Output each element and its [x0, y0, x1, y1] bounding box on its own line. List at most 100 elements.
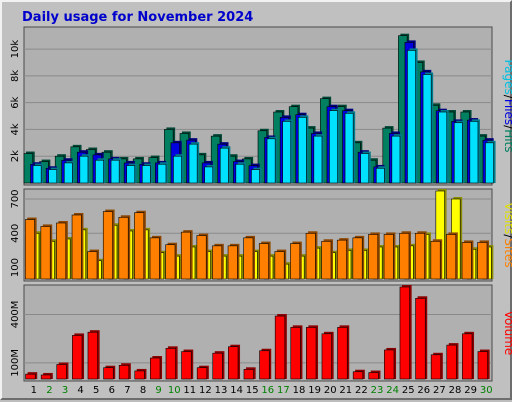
bar-volume-day-25-face [399, 286, 410, 380]
panel-visits-sites: 100 400 700 Visits/Sites [10, 188, 512, 282]
bar-pages-day-20 [329, 108, 340, 184]
bar-pages-day-15-face [251, 169, 260, 184]
bar-volume-day-14 [228, 344, 241, 380]
bar-sites-day-2 [40, 224, 53, 280]
bar-sites-day-18 [290, 241, 302, 280]
bar-pages-day-17 [282, 119, 293, 184]
bar-pages-day-17-face [282, 121, 292, 184]
bar-pages-day-30 [485, 140, 496, 184]
bar-sites-day-30-face [477, 242, 488, 280]
day-label-10: 10 [168, 385, 181, 396]
bar-volume-day-14-face [228, 346, 239, 380]
day-label-11: 11 [183, 385, 196, 396]
bar-sites-day-26-face [414, 232, 425, 280]
bar-volume-day-3 [56, 362, 69, 380]
day-label-19: 19 [308, 385, 321, 396]
bar-volume-day-17 [274, 314, 287, 380]
series-axis-label: Visits/Sites [502, 202, 512, 267]
bar-sites-day-5-face [87, 251, 98, 280]
day-label-14: 14 [230, 385, 243, 396]
bar-sites-day-29-face [461, 242, 472, 280]
y-tick-label: 700 [10, 189, 21, 208]
bar-pages-day-21 [344, 111, 356, 184]
bar-volume-day-9 [150, 356, 163, 380]
bar-pages-day-29 [469, 119, 480, 184]
bar-volume-day-23-face [368, 372, 379, 380]
day-label-7: 7 [124, 385, 130, 396]
bar-pages-day-14-face [235, 163, 245, 184]
bar-sites-day-16 [258, 241, 271, 280]
day-label-27: 27 [433, 385, 446, 396]
bar-volume-day-7-face [118, 364, 130, 380]
bar-volume-day-16-face [259, 350, 270, 380]
bar-pages-day-1 [32, 163, 44, 184]
bar-sites-day-21 [336, 238, 349, 280]
chart-panels: 2k4k6k8k10kPages/Files/Hits100400700Visi… [10, 26, 512, 382]
axis-label-part: / [502, 125, 512, 130]
axis-label-part: / [502, 234, 512, 239]
y-tick-label: 100 [10, 258, 21, 277]
bar-pages-day-11-face [188, 143, 198, 184]
bar-sites-day-28-face [446, 234, 457, 280]
bar-volume-day-26-face [415, 297, 426, 380]
bar-pages-day-22-face [360, 153, 370, 184]
bar-sites-day-14 [227, 243, 240, 280]
bar-pages-day-18-face [297, 117, 307, 184]
day-label-1: 1 [31, 385, 37, 396]
bar-pages-day-12 [204, 164, 215, 184]
axis-label-part: / [502, 95, 512, 100]
bar-volume-day-8 [134, 368, 147, 380]
y-tick-label: 10k [10, 40, 21, 59]
bar-pages-day-5 [95, 158, 106, 184]
bar-pages-day-25 [407, 48, 418, 184]
bar-pages-day-30-face [485, 142, 494, 184]
bar-pages-day-6-face [110, 159, 120, 184]
bar-volume-day-6-face [103, 367, 114, 380]
day-label-30: 30 [480, 385, 493, 396]
series-axis-label: Pages/Files/Hits [502, 59, 512, 152]
bar-pages-day-26-face [422, 74, 432, 184]
day-label-4: 4 [77, 385, 83, 396]
bar-volume-day-20-face [321, 333, 332, 380]
day-label-3: 3 [62, 385, 68, 396]
bar-pages-day-6 [110, 158, 122, 184]
bar-pages-day-8-face [141, 165, 151, 184]
day-label-24: 24 [386, 385, 399, 396]
bar-sites-day-9-face [149, 237, 160, 280]
bar-sites-day-11 [180, 230, 193, 280]
bar-volume-day-29-face [462, 333, 473, 380]
bar-volume-day-2-face [40, 374, 52, 380]
bar-volume-day-23 [368, 370, 381, 380]
day-label-22: 22 [355, 385, 368, 396]
bar-volume-day-10 [165, 346, 178, 380]
bar-sites-day-19 [305, 231, 318, 280]
bar-sites-day-9 [149, 235, 162, 280]
day-label-9: 9 [155, 385, 161, 396]
bar-sites-day-27-face [430, 240, 441, 280]
bar-sites-day-26 [414, 231, 427, 280]
bar-pages-day-28 [453, 120, 465, 184]
bar-sites-day-8 [134, 210, 146, 280]
panel-volume: 100M 400M Volume [10, 284, 512, 382]
bar-sites-day-16-face [258, 243, 269, 280]
bar-sites-day-23-face [368, 234, 379, 280]
bar-sites-day-13-face [212, 245, 223, 280]
bar-volume-day-1-face [25, 373, 36, 380]
bar-volume-day-11-face [181, 351, 192, 380]
bar-volume-day-11 [181, 349, 194, 380]
day-label-2: 2 [46, 385, 52, 396]
bar-pages-day-29-face [469, 121, 479, 184]
bar-sites-day-29 [461, 240, 474, 280]
bar-volume-day-13-face [212, 352, 223, 380]
bar-pages-day-15 [251, 167, 262, 184]
bar-volume-day-26 [415, 296, 428, 380]
bar-volume-day-24-face [384, 349, 395, 380]
bar-sites-day-20 [321, 239, 334, 280]
bar-sites-day-24 [383, 232, 396, 280]
bar-pages-day-2-face [48, 169, 58, 184]
bar-sites-day-24-face [383, 234, 394, 280]
day-label-6: 6 [109, 385, 115, 396]
